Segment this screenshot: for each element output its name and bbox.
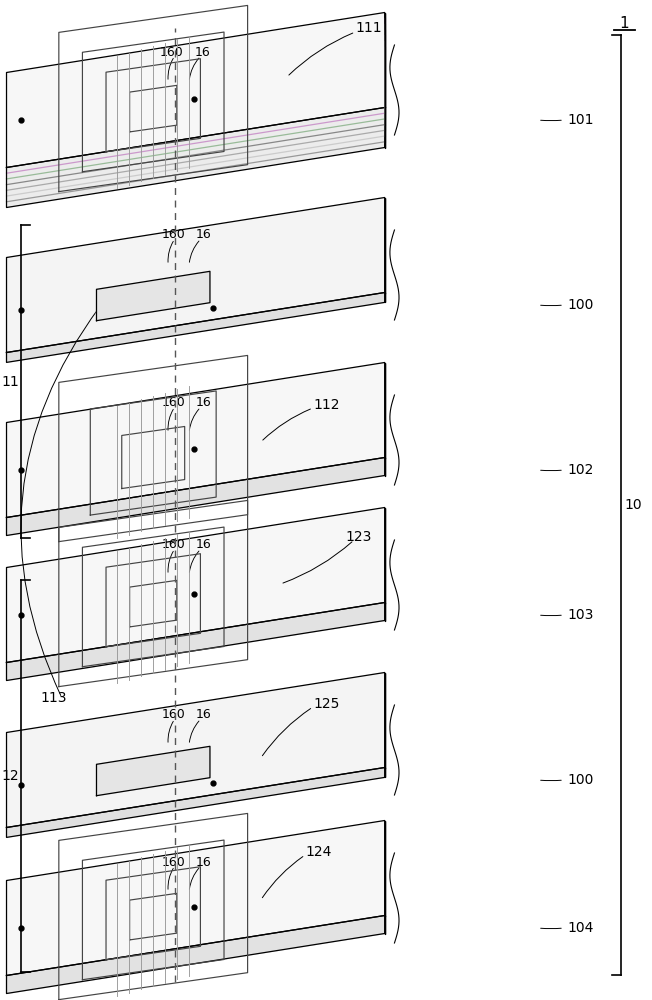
Text: 124: 124 bbox=[305, 845, 331, 859]
Text: 101: 101 bbox=[567, 113, 594, 127]
Polygon shape bbox=[7, 508, 385, 662]
Polygon shape bbox=[7, 107, 385, 208]
Text: 12: 12 bbox=[1, 769, 19, 783]
Text: 16: 16 bbox=[196, 538, 211, 552]
Text: 160: 160 bbox=[162, 538, 185, 552]
Text: 16: 16 bbox=[194, 45, 210, 58]
Polygon shape bbox=[7, 458, 385, 536]
Polygon shape bbox=[7, 820, 385, 976]
Text: 111: 111 bbox=[355, 21, 382, 35]
Polygon shape bbox=[7, 12, 385, 167]
Text: 16: 16 bbox=[196, 708, 211, 722]
Polygon shape bbox=[7, 602, 385, 680]
Text: 100: 100 bbox=[567, 298, 593, 312]
Text: 160: 160 bbox=[162, 229, 185, 241]
Text: 160: 160 bbox=[162, 856, 185, 868]
Text: 125: 125 bbox=[313, 697, 339, 711]
Text: 160: 160 bbox=[162, 396, 185, 410]
Polygon shape bbox=[96, 271, 210, 321]
Text: 112: 112 bbox=[313, 398, 340, 412]
Text: 103: 103 bbox=[567, 608, 593, 622]
Text: 16: 16 bbox=[196, 396, 211, 410]
Text: 16: 16 bbox=[196, 856, 211, 868]
Text: 11: 11 bbox=[1, 374, 19, 388]
Polygon shape bbox=[7, 672, 385, 828]
Text: 100: 100 bbox=[567, 773, 593, 787]
Text: 123: 123 bbox=[346, 530, 372, 544]
Text: 102: 102 bbox=[567, 463, 593, 477]
Text: 113: 113 bbox=[40, 691, 67, 705]
Polygon shape bbox=[7, 362, 385, 518]
Text: 1: 1 bbox=[620, 16, 629, 31]
Polygon shape bbox=[7, 198, 385, 353]
Text: 104: 104 bbox=[567, 921, 593, 935]
Text: 16: 16 bbox=[196, 229, 211, 241]
Polygon shape bbox=[7, 292, 385, 362]
Text: 10: 10 bbox=[625, 498, 642, 512]
Text: 160: 160 bbox=[162, 708, 185, 722]
Polygon shape bbox=[7, 768, 385, 837]
Polygon shape bbox=[7, 916, 385, 994]
Text: 160: 160 bbox=[160, 45, 183, 58]
Polygon shape bbox=[96, 746, 210, 796]
